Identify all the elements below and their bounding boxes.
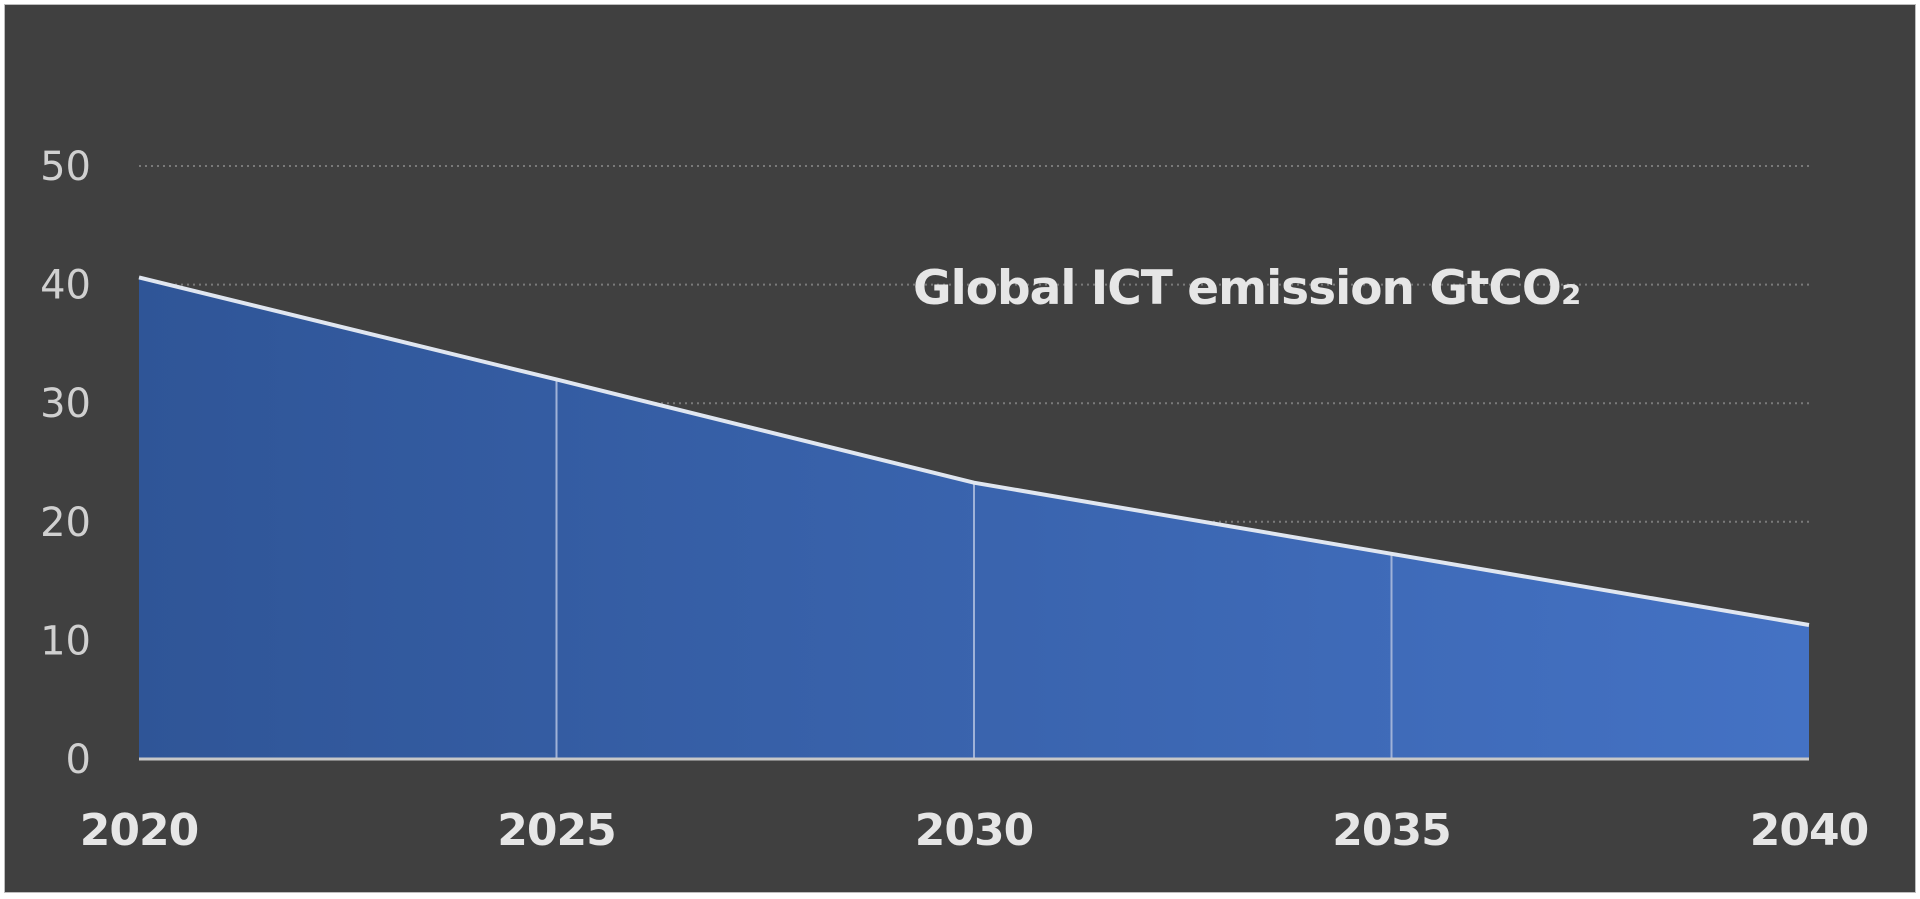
x-tick-label: 2025 — [497, 805, 615, 856]
y-tick-label: 0 — [66, 737, 91, 783]
y-tick-label: 40 — [40, 263, 91, 309]
y-tick-label: 20 — [40, 500, 91, 546]
y-tick-label: 30 — [40, 381, 91, 427]
chart-title: Global ICT emission GtCO₂ — [913, 261, 1581, 316]
x-tick-label: 2040 — [1750, 805, 1868, 856]
y-tick-label: 10 — [40, 618, 91, 664]
y-tick-label: 50 — [40, 144, 91, 190]
x-tick-label: 2035 — [1332, 805, 1450, 856]
x-tick-label: 2030 — [915, 805, 1033, 856]
x-tick-label: 2020 — [80, 805, 198, 856]
chart-area: 0 10 20 30 40 50 2020 2025 2030 2035 2040 Global I… — [4, 4, 1916, 893]
